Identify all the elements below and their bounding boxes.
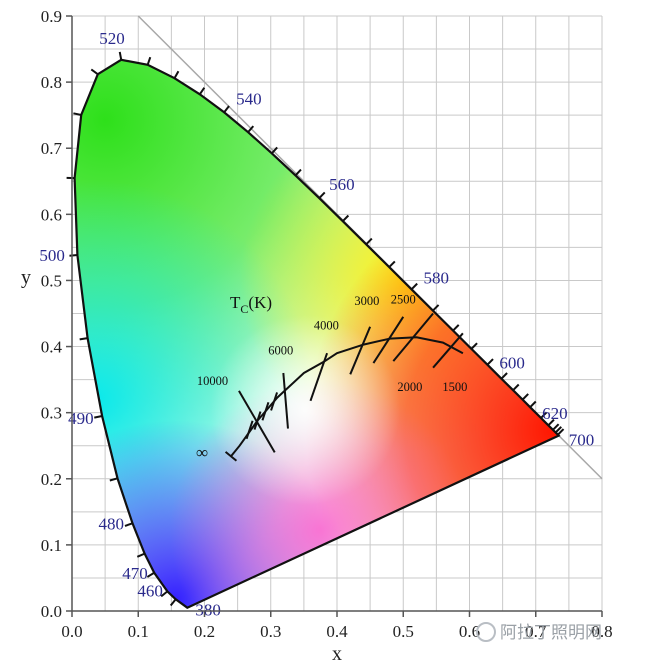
- tc-sub: C: [240, 302, 248, 316]
- wavelength-label-620: 620: [542, 404, 568, 423]
- wavelength-label-560: 560: [329, 175, 355, 194]
- tc-main: T: [230, 293, 241, 312]
- locus-tick: [366, 239, 372, 245]
- wavelength-label-460: 460: [137, 581, 163, 600]
- locus-tick: [224, 106, 229, 112]
- x-tick-label: 0.2: [194, 622, 215, 641]
- y-tick-label: 0.3: [41, 404, 62, 423]
- y-tick-label: 0.9: [41, 7, 62, 26]
- watermark-text: 阿拉丁照明网: [500, 623, 602, 643]
- tc-rest: (K): [248, 293, 272, 312]
- wavelength-label-520: 520: [99, 29, 125, 48]
- locus-tick: [69, 255, 77, 256]
- locus-tick: [487, 359, 493, 365]
- locus-tick: [94, 416, 102, 418]
- locus-tick: [412, 284, 418, 290]
- locus-tick: [453, 325, 459, 331]
- y-tick-label: 0.6: [41, 205, 62, 224]
- locus-tick: [147, 573, 154, 577]
- y-tick-label: 0.8: [41, 73, 62, 92]
- wavelength-label-600: 600: [499, 354, 525, 373]
- y-tick-label: 0.7: [41, 139, 63, 158]
- locus-tick: [125, 523, 133, 526]
- locus-tick: [174, 71, 178, 78]
- wavelength-label-470: 470: [122, 564, 148, 583]
- locus-tick: [343, 215, 349, 221]
- wavelength-label-700: 700: [569, 431, 595, 450]
- y-tick-label: 0.4: [41, 338, 63, 357]
- wavelength-label-480: 480: [98, 514, 124, 533]
- wavelength-label-580: 580: [424, 268, 450, 287]
- x-axis-title: x: [332, 643, 342, 665]
- x-tick-label: 0.5: [393, 622, 414, 641]
- x-tick-label: 0.3: [260, 622, 281, 641]
- y-axis-title: y: [21, 266, 31, 288]
- locus-tick: [523, 394, 529, 400]
- x-tick-label: 0.1: [128, 622, 149, 641]
- locus-tick: [200, 88, 205, 95]
- cct-label-6000: 6000: [268, 343, 293, 357]
- cct-label-2500: 2500: [391, 293, 416, 307]
- locus-tick: [433, 305, 439, 311]
- infinity-label: ∞: [196, 443, 208, 462]
- locus-tick: [389, 261, 395, 267]
- locus-tick: [91, 69, 97, 74]
- y-tick-label: 0.5: [41, 271, 62, 290]
- x-tick-label: 0.0: [61, 622, 82, 641]
- cct-label-3000: 3000: [354, 294, 379, 308]
- cct-label-1500: 1500: [442, 380, 467, 394]
- y-tick-label: 0.1: [41, 536, 62, 555]
- locus-tick: [530, 402, 536, 408]
- locus-tick: [120, 52, 121, 60]
- locus-tick: [319, 192, 325, 198]
- locus-tick: [80, 338, 88, 339]
- cct-label-4000: 4000: [314, 318, 339, 332]
- watermark: 阿拉丁照明网: [477, 623, 602, 643]
- locus-tick: [513, 385, 519, 391]
- wavelength-label-540: 540: [236, 89, 261, 108]
- locus-tick: [295, 170, 300, 176]
- wavelength-label-380: 380: [195, 601, 221, 620]
- locus-tick: [471, 343, 477, 349]
- x-tick-label: 0.4: [326, 622, 348, 641]
- y-tick-label: 0.2: [41, 470, 62, 489]
- wavelength-label-500: 500: [39, 246, 64, 265]
- y-tick-label: 0.0: [41, 602, 62, 621]
- locus-tick: [148, 57, 151, 65]
- cct-label-10000: 10000: [197, 374, 228, 388]
- cct-label-2000: 2000: [397, 380, 422, 394]
